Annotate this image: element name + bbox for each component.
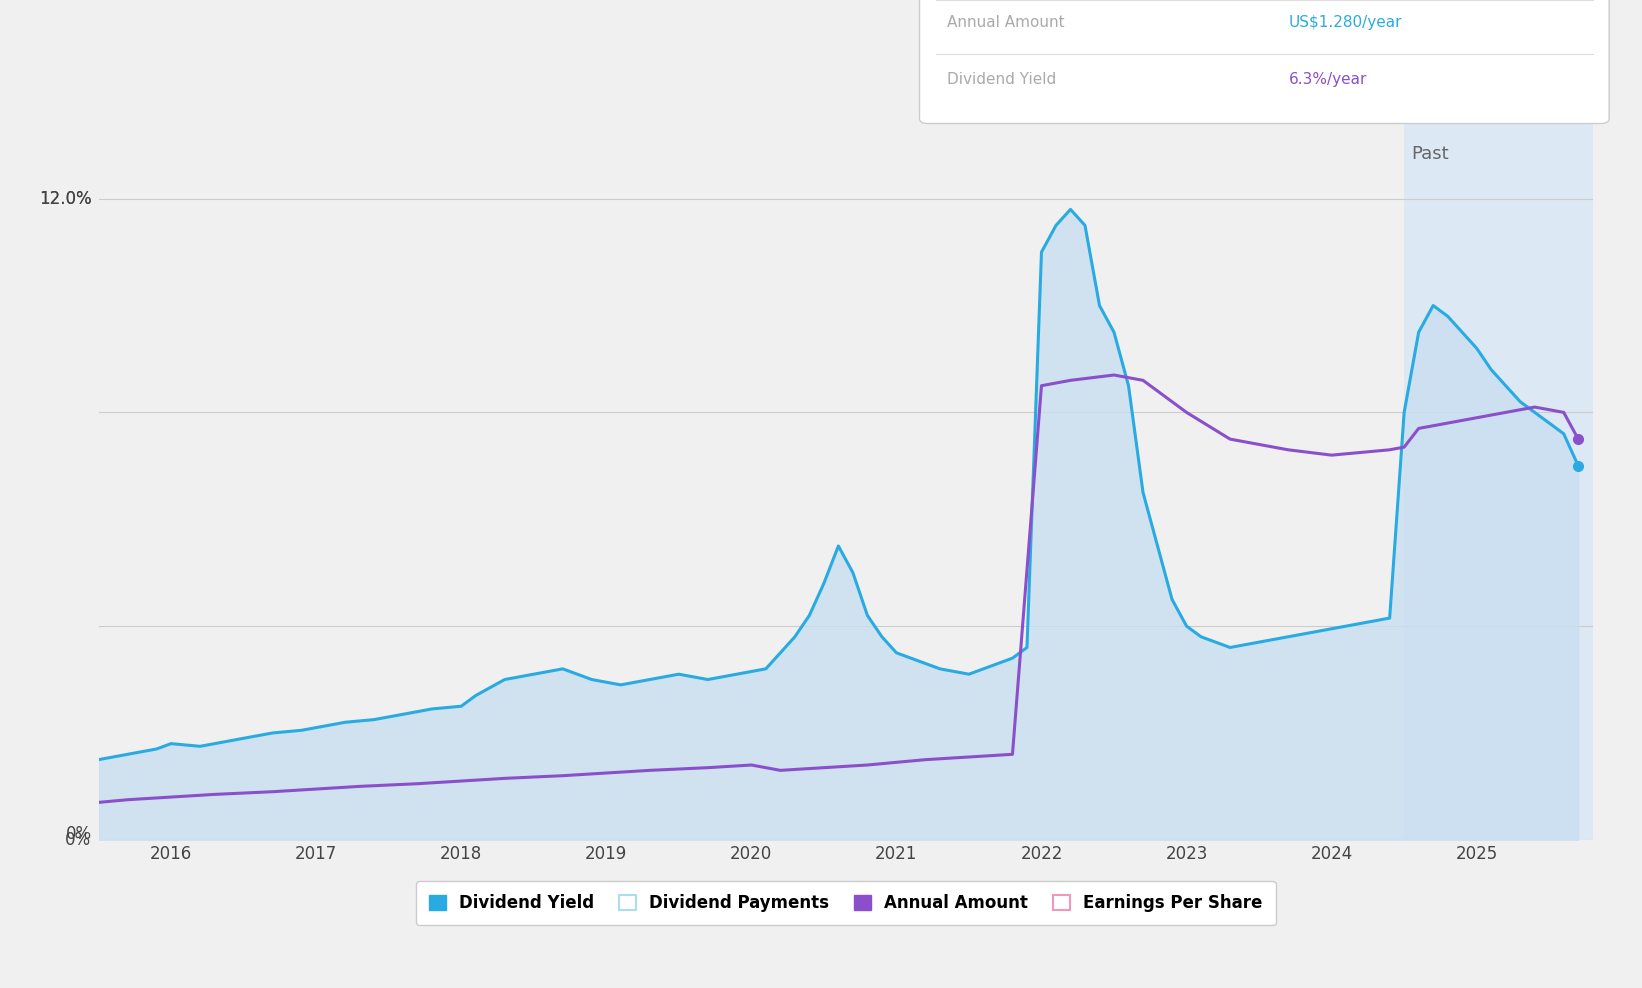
Text: 12.0%: 12.0%: [39, 190, 92, 207]
Text: US$1.280/year: US$1.280/year: [1289, 15, 1402, 30]
Text: 0%: 0%: [66, 825, 92, 844]
Text: 0%: 0%: [66, 831, 92, 849]
Text: 6.3%/year: 6.3%/year: [1289, 72, 1368, 87]
Legend: Dividend Yield, Dividend Payments, Annual Amount, Earnings Per Share: Dividend Yield, Dividend Payments, Annua…: [415, 880, 1276, 925]
Text: 12.0%: 12.0%: [39, 190, 92, 207]
Bar: [1404, 119, 1593, 840]
Text: Past: Past: [1412, 145, 1448, 163]
Text: Annual Amount: Annual Amount: [947, 15, 1066, 30]
Text: Dividend Yield: Dividend Yield: [947, 72, 1057, 87]
